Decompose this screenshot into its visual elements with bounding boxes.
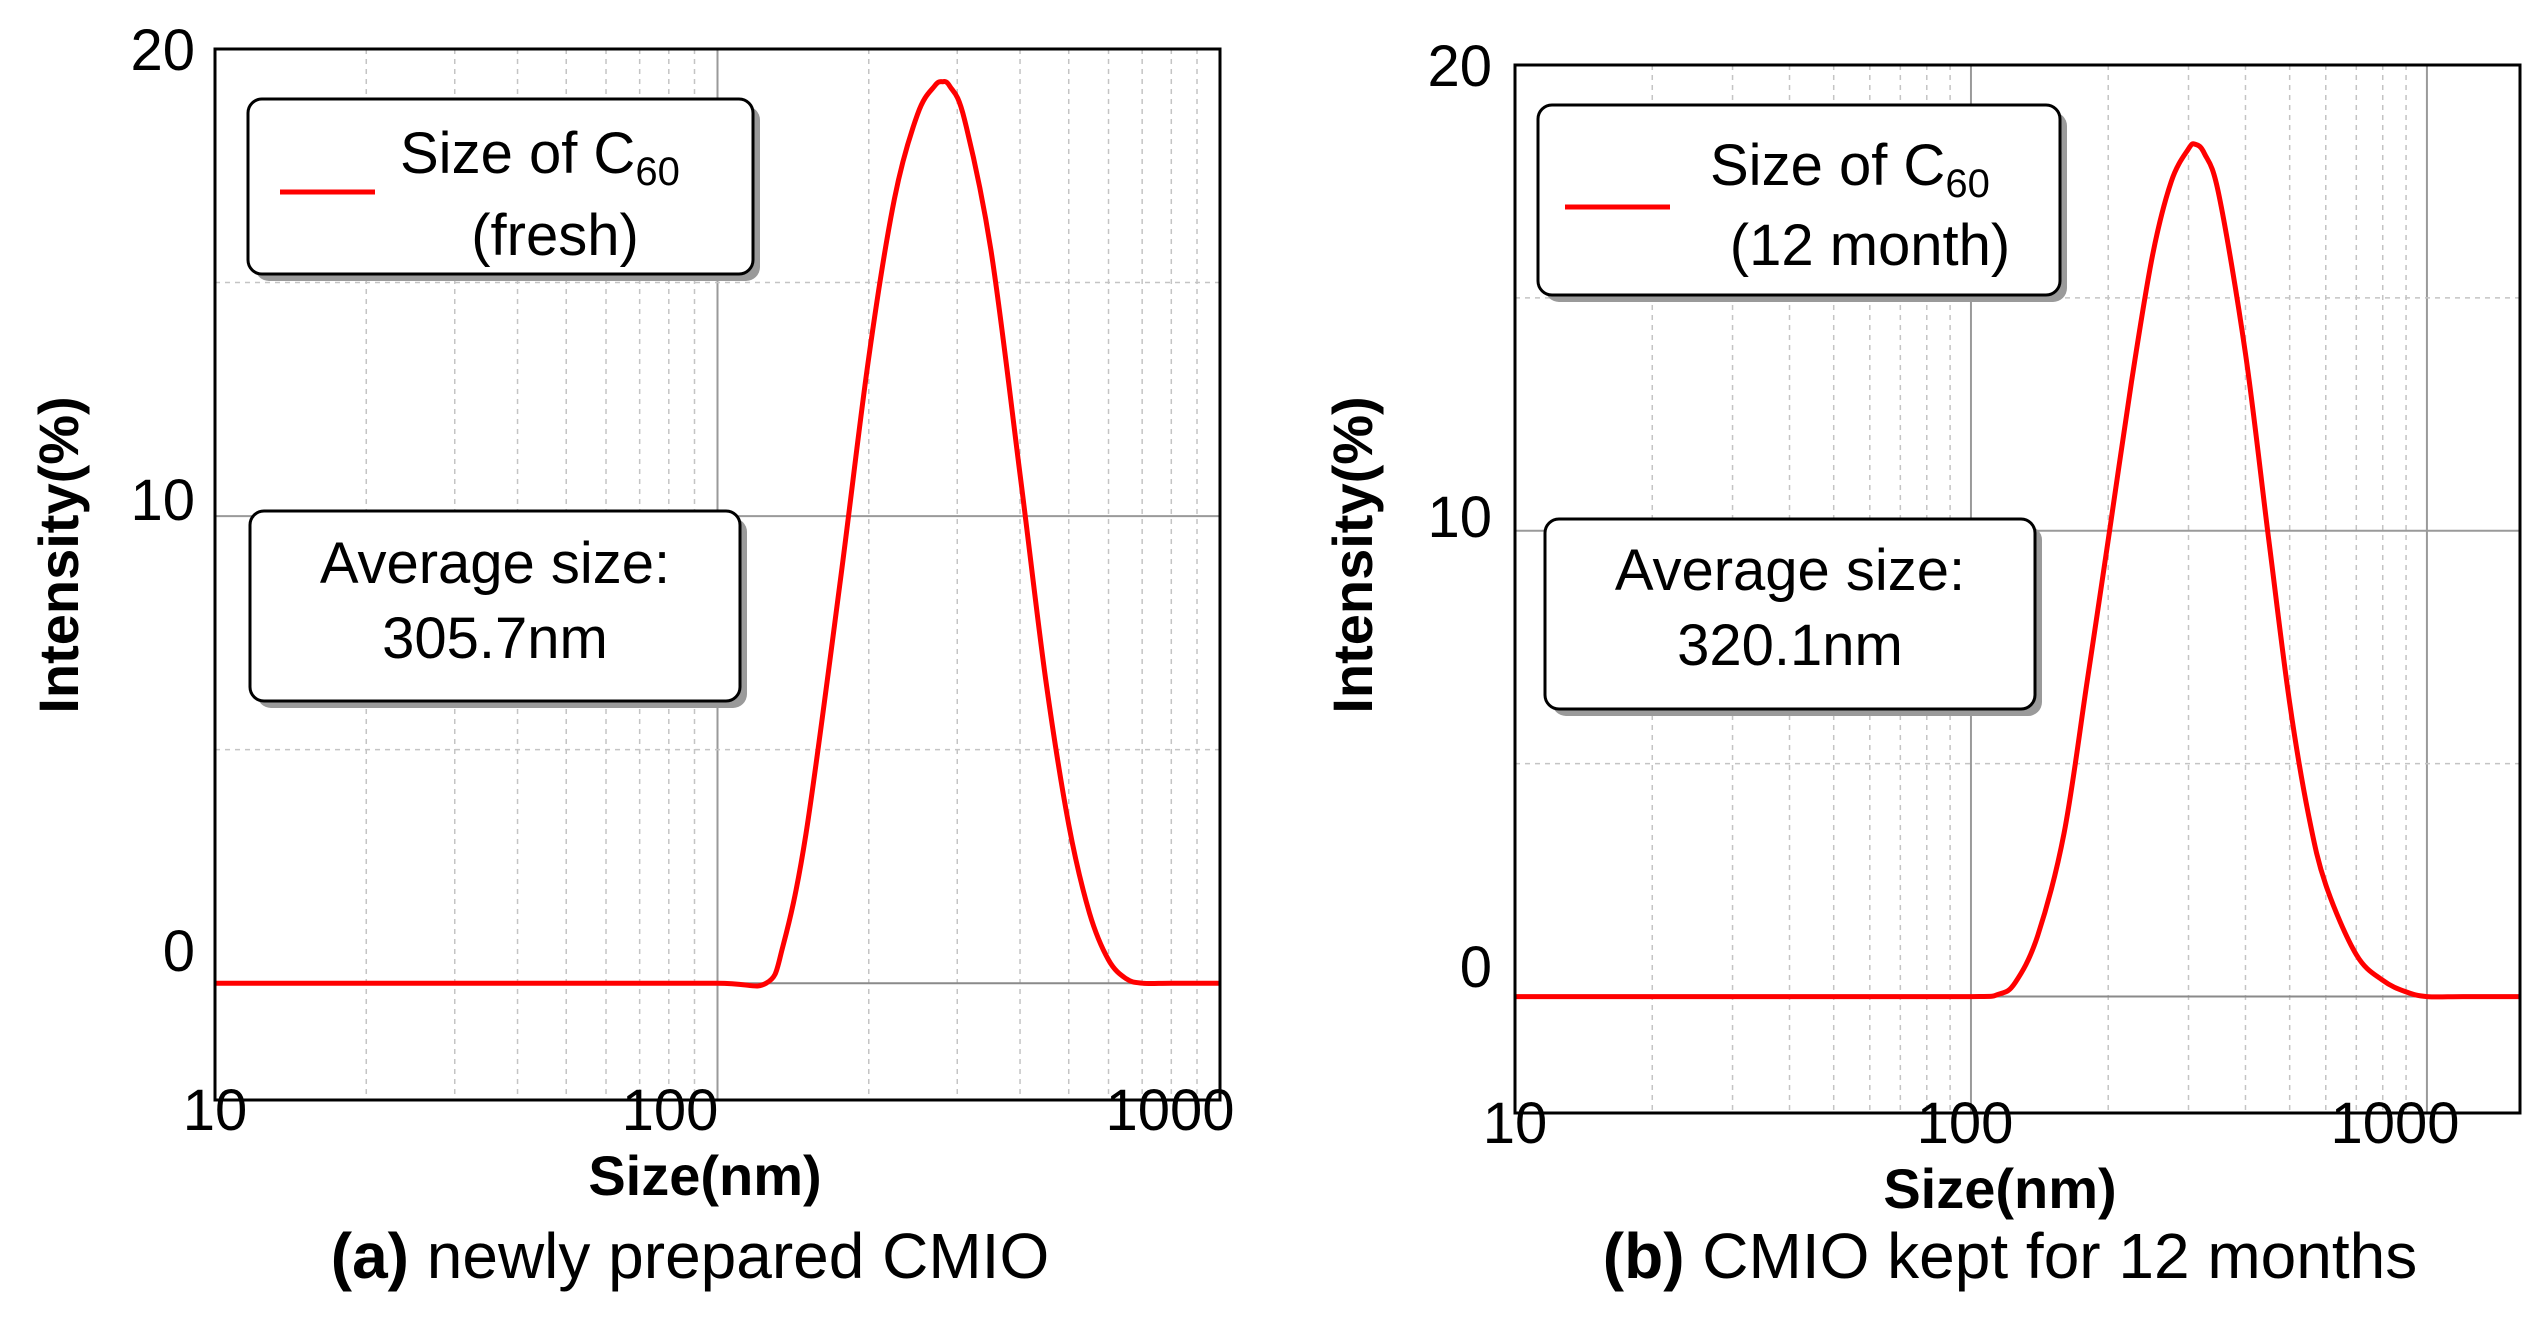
panel-a-x-axis-label: Size(nm)	[588, 1144, 821, 1207]
panel-b-average-annotation: Average size: 320.1nm	[1543, 517, 2042, 716]
panel-a-average-annotation: Average size: 305.7nm	[248, 509, 747, 708]
panel-a-average-label: Average size:	[320, 531, 670, 596]
panel-a-legend-label-2: (fresh)	[471, 203, 639, 268]
panel-a-average-value: 305.7nm	[382, 606, 608, 671]
panel-b-average-value: 320.1nm	[1677, 613, 1903, 678]
panel-a-plot-frame	[213, 47, 1222, 1102]
panel-b-xtick-10: 10	[1483, 1091, 1548, 1156]
panel-b-x-axis-label: Size(nm)	[1883, 1157, 2116, 1220]
panel-a-legend-label: Size of C60	[400, 121, 680, 194]
panel-a-caption: (a) newly prepared CMIO	[331, 1220, 1049, 1292]
panel-b-ytick-0: 0	[1460, 935, 1492, 1000]
panel-b-xtick-1000: 1000	[2330, 1091, 2459, 1156]
panel-a-ytick-0: 0	[163, 919, 195, 984]
panel-b-average-label: Average size:	[1615, 538, 1965, 603]
panel-a-series-line	[215, 79, 1220, 989]
panel-b-xtick-100: 100	[1917, 1091, 2014, 1156]
panel-b-ytick-10: 10	[1427, 485, 1492, 550]
panel-a-xtick-100: 100	[622, 1078, 719, 1143]
panel-b-ytick-20: 20	[1427, 34, 1492, 99]
panel-b-caption: (b) CMIO kept for 12 months	[1603, 1220, 2417, 1292]
panel-a-ytick-20: 20	[130, 18, 195, 83]
panel-b-legend-label-2: (12 month)	[1730, 213, 2010, 278]
panel-a-y-axis-label: Intensity(%)	[27, 396, 90, 713]
panel-b-series-line	[1515, 141, 2520, 1000]
panel-b-y-axis-label: Intensity(%)	[1321, 396, 1384, 713]
panel-a-xtick-10: 10	[183, 1078, 248, 1143]
panel-a-ytick-10: 10	[130, 468, 195, 533]
panel-b-legend-label: Size of C60	[1710, 133, 1990, 206]
panel-a-xtick-1000: 1000	[1105, 1078, 1234, 1143]
panel-b-plot-frame	[1513, 63, 2522, 1115]
panel-b-legend: Size of C60 (12 month)	[1536, 103, 2067, 302]
panel-a-chart: 20 10 0 10 100 1000 Size(nm) Intensity(%…	[27, 18, 1235, 1292]
panel-a-legend: Size of C60 (fresh)	[246, 97, 760, 281]
panel-b-chart: 20 10 0 10 100 1000 Size(nm) Intensity(%…	[1321, 34, 2522, 1292]
